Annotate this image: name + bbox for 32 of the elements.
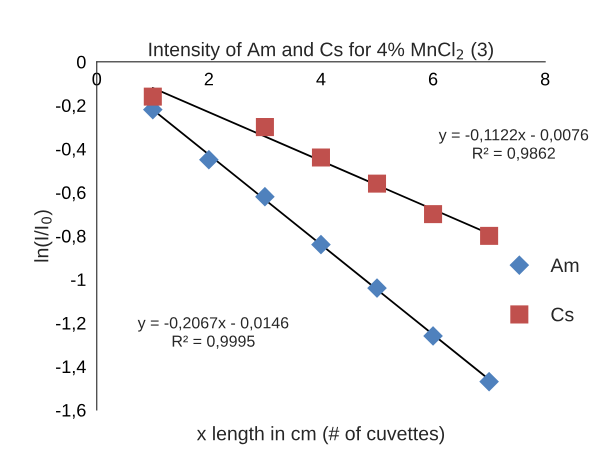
x-axis-title: x length in cm (# of cuvettes) bbox=[196, 426, 444, 444]
annotation: y = -0,1122x - 0,0076 R² = 0,9862 bbox=[438, 129, 588, 161]
legend-label: Cs bbox=[551, 308, 574, 322]
point bbox=[424, 326, 443, 346]
y-tick-label: -0,2 bbox=[56, 99, 86, 114]
y-axis-title: ln(I/I$_{0}$) bbox=[34, 210, 52, 262]
point bbox=[424, 205, 442, 224]
point bbox=[311, 235, 330, 254]
y-tick-label: -1 bbox=[71, 274, 86, 286]
y-tick-label: -0,6 bbox=[56, 186, 86, 202]
point bbox=[199, 150, 218, 170]
x-tick-label: 8 bbox=[540, 72, 550, 86]
y-tick-label: 0 bbox=[77, 56, 86, 69]
point bbox=[480, 226, 498, 245]
y-tick-label: -1,6 bbox=[56, 404, 86, 419]
x-tick-label: 2 bbox=[204, 72, 213, 86]
point bbox=[312, 148, 330, 167]
point bbox=[256, 118, 274, 136]
y-tick-label: -1,2 bbox=[56, 316, 86, 332]
y-tick-label: -0,8 bbox=[56, 230, 86, 245]
annotation: y = -0,2067x - 0,0146 R² = 0,9995 bbox=[138, 317, 288, 349]
point bbox=[255, 187, 274, 206]
x-tick-label: 4 bbox=[316, 72, 326, 86]
y-tick-label: -0,4 bbox=[56, 142, 86, 158]
y-tick-label: -1,4 bbox=[56, 360, 86, 376]
point bbox=[367, 278, 387, 298]
point bbox=[368, 174, 386, 193]
chart-title: Intensity of Am and Cs for 4% MnCl$_{2}$ (3) bbox=[149, 42, 493, 60]
legend-label: Am bbox=[550, 258, 578, 272]
point bbox=[480, 372, 499, 392]
x-tick-label: 6 bbox=[428, 72, 438, 86]
point bbox=[144, 88, 162, 106]
